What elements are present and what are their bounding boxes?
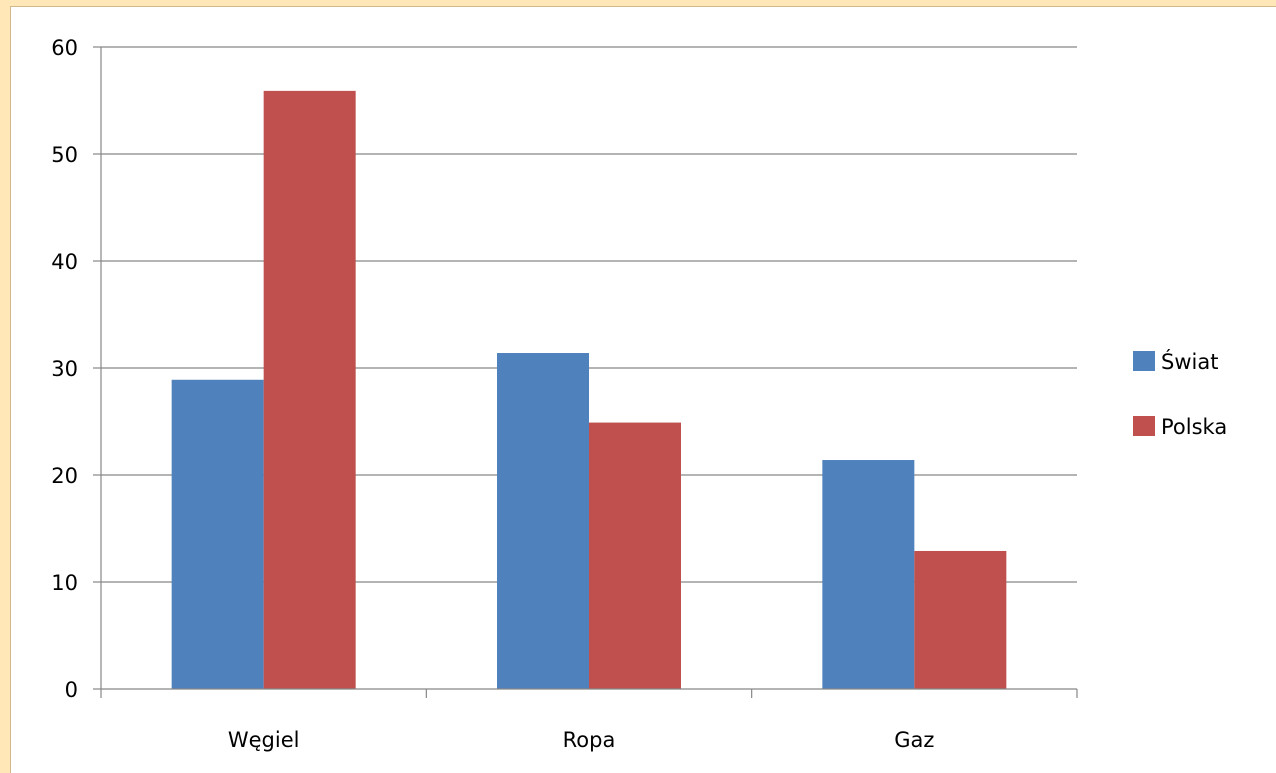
legend-swatch — [1133, 351, 1155, 371]
legend-label: Świat — [1161, 349, 1218, 374]
bars — [171, 90, 1007, 690]
x-tick-label: Węgiel — [228, 728, 300, 752]
legend: Świat Polska — [1133, 349, 1227, 439]
y-tick-label: 0 — [65, 678, 78, 702]
x-tick-label: Ropa — [563, 728, 616, 752]
bar-polska-gaz — [914, 550, 1007, 689]
y-tick-label: 10 — [51, 571, 78, 595]
y-tick-label: 50 — [51, 143, 78, 167]
legend-label: Polska — [1161, 415, 1227, 439]
y-tick-label: 60 — [51, 36, 78, 60]
legend-swatch — [1133, 416, 1155, 436]
bar-świat-gaz — [822, 460, 915, 689]
y-tick-label: 20 — [51, 464, 78, 488]
bar-polska-ropa — [589, 422, 681, 689]
bar-świat-ropa — [497, 353, 589, 689]
y-tick-label: 40 — [51, 250, 78, 274]
bar-polska-węgiel — [263, 90, 356, 690]
y-tick-label: 30 — [51, 357, 78, 381]
bar-świat-węgiel — [171, 379, 264, 689]
axes: 0 10 20 30 40 50 60 Węgiel Ropa Gaz — [51, 36, 1078, 752]
x-tick-label: Gaz — [894, 728, 934, 752]
